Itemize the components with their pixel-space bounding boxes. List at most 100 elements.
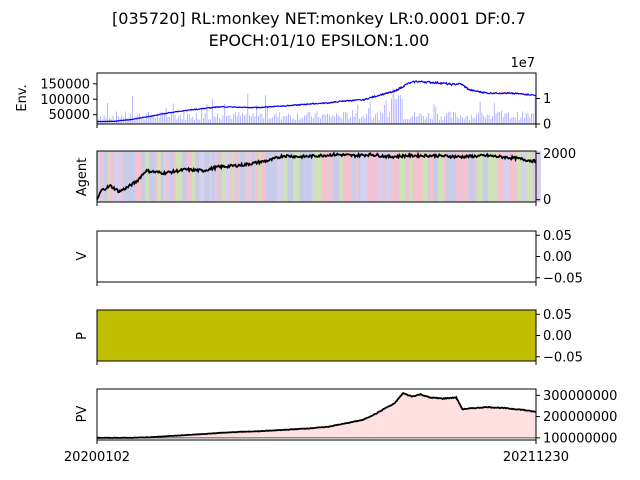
env-ylabel: Env. [15,84,30,111]
agent-action-band [488,151,493,202]
agent-action-band [97,151,102,202]
agent-action-band [292,151,298,202]
agent-action-band [225,151,231,202]
agent-action-band [100,151,105,202]
agent-action-band [373,151,379,202]
agent-action-band [177,151,183,202]
agent-action-band [466,151,470,202]
agent-action-band [441,151,445,202]
agent-action-band [245,151,252,202]
pv-ylabel: PV [75,406,90,423]
agent-action-band [163,151,167,202]
env-left-tick-label: 100000 [40,93,90,108]
agent-action-band [378,151,384,202]
agent-action-band [122,151,130,202]
agent-action-band [534,151,541,202]
pv-fill-area [97,393,536,438]
env-left-tick-label: 50000 [49,108,90,123]
agent-action-band [315,151,322,202]
agent-action-band [357,151,361,202]
agent-action-band [186,151,193,202]
agent-action-band [482,151,489,202]
agent-action-band [321,151,329,202]
agent-action-band [182,151,188,202]
agent-action-band [509,151,514,202]
env-left-tick-label: 150000 [40,77,90,92]
agent-action-band [111,151,116,202]
agent-action-band [386,151,392,202]
agent-action-band [446,151,452,202]
agent-action-band [476,151,484,202]
agent-action-band [254,151,259,202]
agent-action-band [382,151,385,202]
agent-action-band [231,151,235,202]
agent-action-band [497,151,504,202]
p-right-tick-label: −0.05 [543,350,583,365]
pv-right-tick-label: 100000000 [543,431,617,446]
agent-action-band [327,151,334,202]
p-fill-area [97,310,536,361]
x-tick-label-end: 20211230 [503,450,569,465]
agent-action-band [233,151,241,202]
agent-action-band [166,151,171,202]
agent-action-band [239,151,246,202]
p-panel: P 0.05 0.00 −0.05 [75,308,583,366]
agent-action-band [405,151,410,202]
agent-action-band [384,151,387,202]
agent-action-band [512,151,517,202]
pv-panel: PV 300000000 200000000 100000000 [75,388,617,446]
agent-action-band [450,151,457,202]
v-right-tick-label: −0.05 [543,271,583,286]
agent-action-band [399,151,407,202]
agent-action-band [107,151,110,202]
v-right-tick-label: 0.05 [543,229,572,244]
agent-line [96,151,537,200]
p-ylabel: P [75,332,90,340]
agent-action-band [464,151,468,202]
agent-action-band [218,151,221,202]
agent-action-band [144,151,150,202]
agent-action-band [532,151,535,202]
agent-action-band [367,151,373,202]
pv-panel-frame [96,388,537,441]
agent-action-band [141,151,146,202]
agent-action-band [342,151,348,202]
agent-right-tick-label: 0 [543,193,551,208]
agent-action-band [427,151,431,202]
agent-action-band [390,151,394,202]
agent-action-band [135,151,142,202]
agent-action-band [371,151,375,202]
agent-action-band [456,151,463,202]
p-right-tick-label: 0.05 [543,308,572,323]
agent-action-band [362,151,368,202]
agent-action-band [220,151,223,202]
agent-panel: Agent 0 2000 [75,147,576,208]
agent-action-band [258,151,262,202]
agent-action-band [265,151,270,202]
agent-action-band [214,151,220,202]
agent-action-band [462,151,465,202]
v-right-tick-label: 0.00 [543,250,572,265]
agent-action-band [311,151,314,202]
agent-action-band [355,151,359,202]
agent-action-band [303,151,309,202]
agent-action-band [468,151,476,202]
agent-action-band [120,151,124,202]
agent-action-band [191,151,196,202]
agent-action-band [332,151,340,202]
env-price-line [96,80,536,123]
agent-action-band [251,151,256,202]
agent-action-band [351,151,357,202]
agent-action-band [104,151,109,202]
agent-panel-frame [96,150,537,203]
agent-action-band [283,151,289,202]
env-price-up-segments [104,80,528,123]
env-right-tick-label: 0 [543,118,551,133]
env-right-tick-label: 1 [543,92,551,107]
agent-action-band [114,151,122,202]
agent-action-band [491,151,499,202]
p-right-tick-label: 0.00 [543,329,572,344]
agent-action-band [313,151,316,202]
agent-action-band [155,151,158,202]
agent-right-tick-label: 2000 [543,147,576,162]
